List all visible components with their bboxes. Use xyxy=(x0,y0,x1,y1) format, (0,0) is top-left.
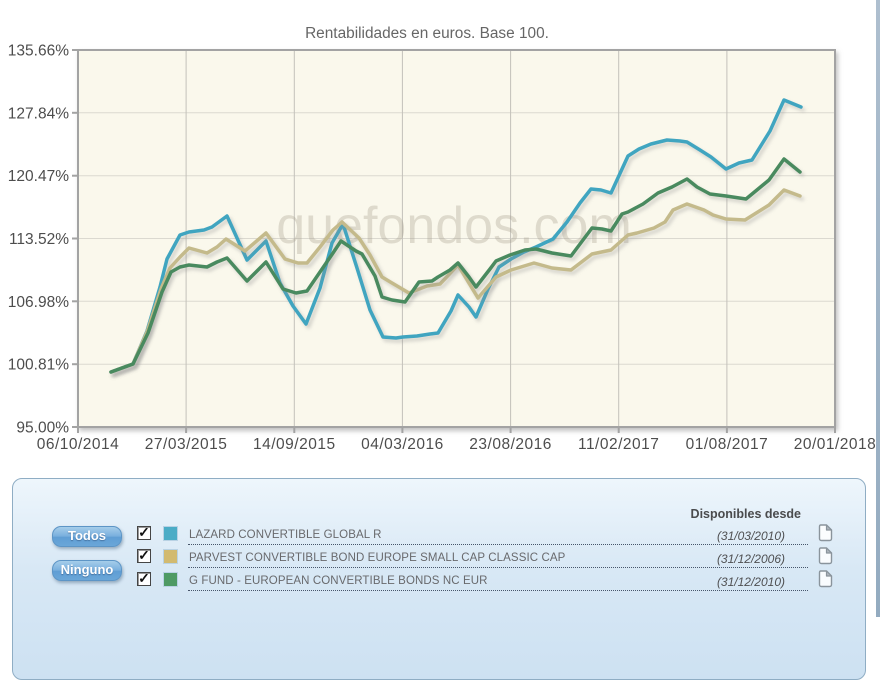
svg-text:06/10/2014: 06/10/2014 xyxy=(37,436,120,453)
svg-text:14/09/2015: 14/09/2015 xyxy=(253,436,336,453)
svg-text:113.52%: 113.52% xyxy=(9,231,69,248)
svg-text:01/08/2017: 01/08/2017 xyxy=(686,436,769,453)
svg-text:135.66%: 135.66% xyxy=(8,43,69,60)
svg-text:23/08/2016: 23/08/2016 xyxy=(469,436,552,453)
svg-text:95.00%: 95.00% xyxy=(16,420,69,437)
svg-text:100.81%: 100.81% xyxy=(8,357,69,374)
svg-text:127.84%: 127.84% xyxy=(8,105,69,122)
svg-text:120.47%: 120.47% xyxy=(8,168,69,185)
svg-text:106.98%: 106.98% xyxy=(8,294,69,311)
svg-text:11/02/2017: 11/02/2017 xyxy=(578,436,659,453)
svg-text:Rentabilidades en euros. Base: Rentabilidades en euros. Base 100. xyxy=(305,25,549,42)
svg-text:27/03/2015: 27/03/2015 xyxy=(145,436,228,453)
svg-text:20/01/2018: 20/01/2018 xyxy=(794,436,877,453)
svg-text:04/03/2016: 04/03/2016 xyxy=(361,436,444,453)
